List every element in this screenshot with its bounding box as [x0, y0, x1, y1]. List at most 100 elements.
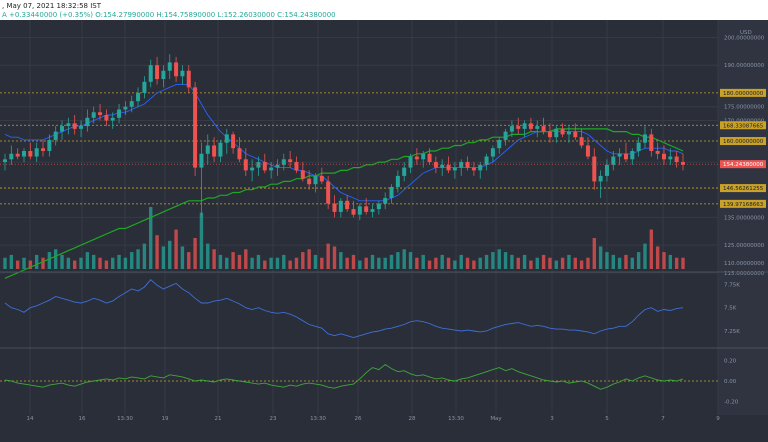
time-axis-background	[0, 415, 768, 442]
level-price-tag	[720, 137, 766, 146]
volume-bar	[288, 260, 292, 269]
volume-bar	[294, 257, 299, 269]
volume-bar	[47, 252, 52, 269]
price-tick-label: 125.00000000	[724, 243, 765, 249]
volume-bar	[617, 257, 622, 269]
volume-bar	[149, 207, 153, 269]
candle-body	[623, 153, 628, 160]
volume-bar	[427, 260, 432, 269]
time-tick-label: 13:30	[310, 416, 326, 422]
candle-body	[28, 151, 33, 157]
time-tick-label: 5	[605, 416, 609, 422]
volume-bar	[434, 257, 438, 269]
level-price-label: 139.97168663	[723, 202, 764, 208]
candle-body	[585, 145, 590, 157]
candle-body	[205, 145, 210, 154]
volume-bar	[624, 254, 628, 269]
candle-body	[642, 134, 647, 143]
candle-body	[110, 117, 115, 121]
volume-bar	[611, 254, 615, 269]
volume-bar	[199, 212, 204, 269]
candle-body	[332, 203, 337, 212]
volume-bar	[22, 257, 26, 269]
volume-bar	[510, 254, 514, 269]
volume-bar	[573, 257, 577, 269]
volume-bar	[9, 254, 14, 269]
candle-body	[395, 175, 400, 187]
candle-body	[288, 159, 293, 163]
volume-bar	[313, 254, 318, 269]
time-tick-label: 26	[355, 416, 362, 422]
level-price-label: 180.00000000	[723, 91, 764, 97]
candle-body	[256, 162, 261, 168]
indicator1-tick-label: 7.25K	[724, 329, 740, 335]
volume-bar	[104, 260, 109, 269]
indicator1-tick-label: 7.75K	[724, 282, 740, 288]
volume-bar	[636, 252, 641, 269]
candle-body	[345, 200, 350, 210]
candle-body	[224, 134, 229, 143]
volume-bar	[522, 254, 527, 269]
candle-body	[661, 153, 666, 160]
volume-bar	[516, 257, 520, 269]
volume-bar	[53, 249, 58, 269]
volume-bar	[579, 260, 584, 269]
candle-body	[72, 123, 77, 129]
volume-bar	[117, 254, 121, 269]
candle-body	[636, 142, 641, 151]
indicator2-line	[4, 363, 684, 390]
candle-body	[598, 175, 603, 182]
time-tick-label: 21	[215, 416, 222, 422]
volume-bar	[98, 257, 102, 269]
candle-body	[231, 134, 236, 149]
candle-body	[79, 126, 84, 129]
price-chart[interactable]: 200.00000000190.00000000175.00000000170.…	[0, 20, 768, 442]
volume-bar	[472, 260, 476, 269]
volume-bar	[174, 229, 178, 269]
volume-bar	[453, 260, 457, 269]
level-price-tag	[720, 121, 766, 130]
candle-body	[528, 123, 533, 129]
volume-bar	[231, 252, 235, 269]
volume-bar	[136, 249, 140, 269]
candle-body	[655, 151, 660, 154]
volume-bar	[41, 257, 45, 269]
level-price-tag	[720, 184, 766, 193]
time-tick-label: 19	[162, 416, 169, 422]
candle-body	[193, 87, 198, 168]
volume-bar	[408, 252, 413, 269]
candle-body	[338, 200, 343, 212]
candle-body	[47, 139, 52, 151]
candle-body	[370, 209, 375, 212]
volume-bar	[142, 243, 147, 269]
candle-body	[376, 203, 381, 210]
volume-bar	[73, 260, 77, 269]
candle-body	[66, 123, 71, 127]
time-tick-label: 16	[79, 416, 86, 422]
volume-bar	[560, 257, 565, 269]
candle-body	[668, 156, 673, 160]
candle-body	[91, 112, 96, 118]
volume-bar	[111, 257, 115, 269]
candle-body	[98, 112, 103, 116]
candle-body	[237, 148, 242, 160]
volume-bar	[655, 246, 660, 269]
candle-body	[611, 156, 616, 165]
candle-body	[497, 139, 502, 149]
candle-body	[592, 156, 597, 182]
candle-body	[53, 131, 58, 140]
candle-body	[250, 167, 255, 171]
volume-bar	[28, 260, 33, 269]
time-tick-label: 7	[661, 416, 665, 422]
volume-bar	[237, 254, 242, 269]
candle-body	[148, 65, 153, 82]
volume-bar	[275, 257, 280, 269]
volume-bar	[491, 252, 495, 269]
volume-bar	[263, 260, 267, 269]
volume-bar	[592, 238, 596, 269]
volume-bar	[351, 254, 356, 269]
volume-bar	[345, 257, 349, 269]
candle-body	[22, 151, 27, 157]
level-price-tag	[720, 88, 766, 97]
